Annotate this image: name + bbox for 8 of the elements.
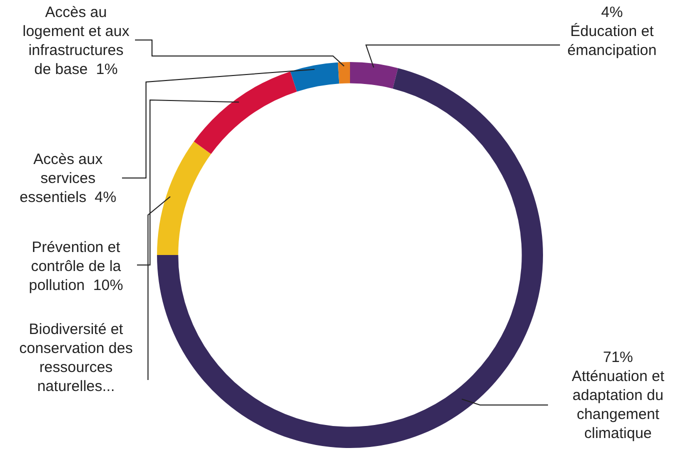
slice-label: Biodiversité et conservation des ressources naturelles... [18,320,134,396]
slice-label: Prévention et contrôle de la pollution 10% [28,238,124,295]
slice-label: Atténuation et adaptation du changement climatique [570,367,666,443]
slice-label: Éducation et émancipation [566,22,658,60]
data-label: 71% [602,348,634,367]
slice-label: Accès aux services essentiels 4% [18,150,118,207]
data-label: 4% [600,3,624,22]
slice-label: Accès au logement et aux infrastructures de base 1% [22,3,130,79]
